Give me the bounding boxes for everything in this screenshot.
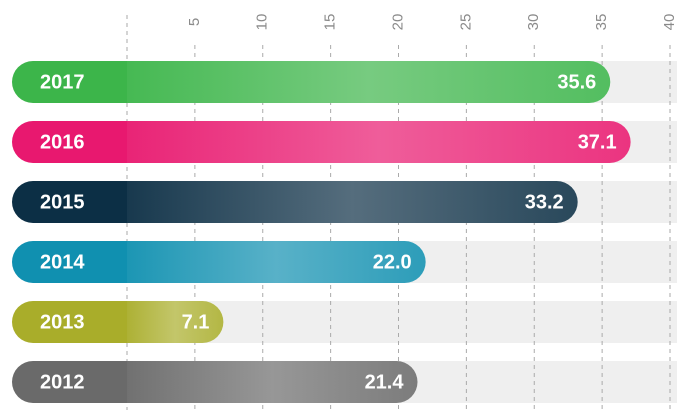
category-label: 2012 — [40, 371, 85, 393]
category-label: 2014 — [40, 251, 85, 273]
bar — [12, 121, 631, 163]
value-label: 21.4 — [365, 371, 405, 393]
category-label: 2017 — [40, 71, 85, 93]
category-label: 2013 — [40, 311, 85, 333]
value-label: 22.0 — [373, 251, 412, 273]
value-label: 33.2 — [525, 191, 564, 213]
x-tick-label: 15 — [322, 14, 339, 31]
category-label: 2016 — [40, 131, 85, 153]
bar — [12, 361, 418, 403]
x-tick-label: 20 — [389, 14, 406, 31]
value-label: 35.6 — [557, 71, 596, 93]
x-tick-label: 40 — [661, 14, 677, 31]
bar — [12, 301, 224, 343]
bar — [12, 241, 426, 283]
x-tick-label: 30 — [525, 14, 542, 31]
x-tick-label: 25 — [457, 14, 474, 31]
value-label: 7.1 — [182, 311, 210, 333]
x-tick-label: 10 — [254, 14, 271, 31]
bar — [12, 181, 578, 223]
value-label: 37.1 — [578, 131, 617, 153]
x-tick-label: 5 — [186, 18, 203, 26]
bar — [12, 61, 611, 103]
x-tick-label: 35 — [593, 14, 610, 31]
category-label: 2015 — [40, 191, 85, 213]
